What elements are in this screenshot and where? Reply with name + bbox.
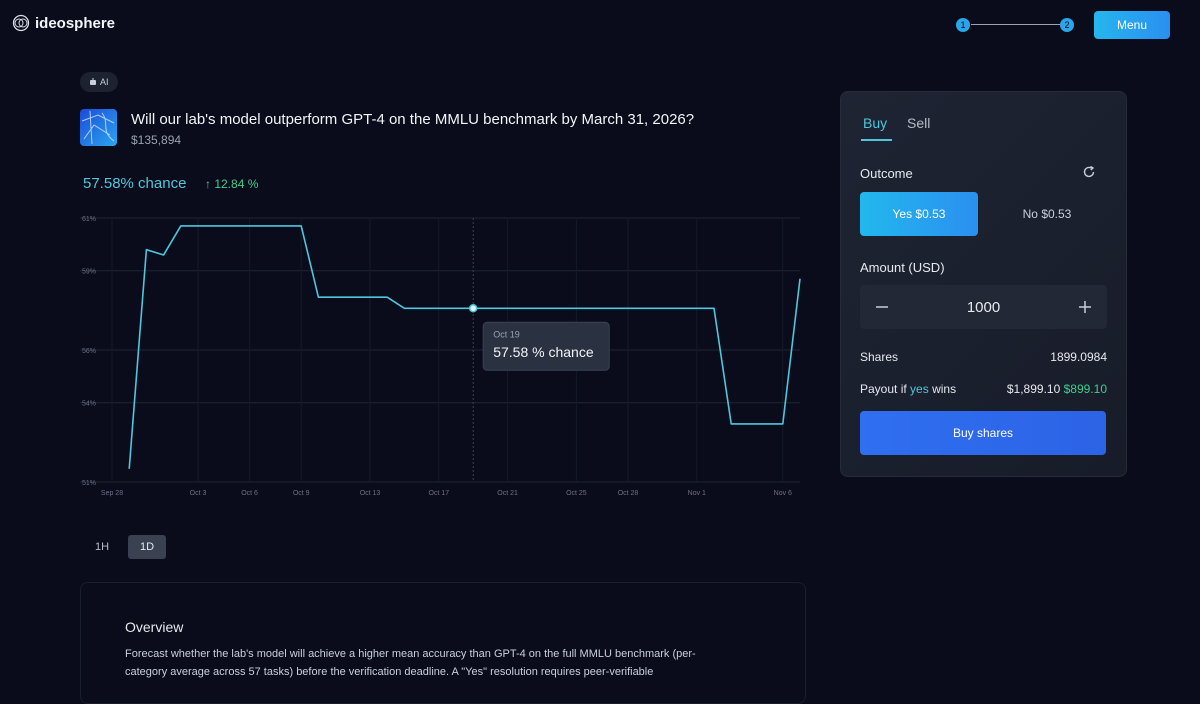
step[interactable]: 1 <box>956 18 970 32</box>
profit-value: $899.10 <box>1063 382 1107 396</box>
buy-shares-button[interactable]: Buy shares <box>860 411 1106 455</box>
no-button[interactable]: No $0.53 <box>1022 207 1072 221</box>
y-tick-label: 61% <box>82 216 96 223</box>
step[interactable]: 2 <box>1060 18 1074 32</box>
x-tick-label: Nov 6 <box>774 490 792 497</box>
amount-field[interactable]: 1000 <box>860 285 1107 329</box>
amount-label: Amount (USD) <box>860 260 945 275</box>
trade-panel: Buy Sell Outcome Yes $0.53 No $0.53 Amou… <box>840 91 1127 477</box>
y-tick-label: 54% <box>82 401 96 408</box>
overview-title: Overview <box>125 619 184 635</box>
payout-label-text: wins <box>932 382 957 396</box>
x-tick-label: Oct 25 <box>566 490 587 497</box>
payout-label: Payout if yes wins <box>860 382 956 396</box>
menu-button[interactable]: Menu <box>1094 11 1170 39</box>
step-line <box>971 24 1060 25</box>
payout-values: $1,899.10 $899.10 <box>1007 382 1107 396</box>
tag-label: AI <box>100 77 109 87</box>
y-tick-label: 51% <box>82 480 96 487</box>
brand[interactable]: ideosphere <box>12 14 115 32</box>
market-question: Will our lab's model outperform GPT-4 on… <box>131 111 695 128</box>
outcome-label: Outcome <box>860 166 913 181</box>
payout-value: $1,899.10 <box>1006 382 1061 396</box>
page: ideosphere 1 2 Menu AI Will our lab's mo… <box>12 11 1170 704</box>
x-tick-label: Oct 6 <box>241 490 258 497</box>
shares-value: 1899.0984 <box>1050 350 1107 364</box>
refresh-icon[interactable] <box>1082 165 1096 179</box>
tooltip-date: Oct 19 <box>493 330 520 340</box>
x-tick-label: Oct 21 <box>497 490 518 497</box>
market-change: ↑ 12.84 % <box>205 177 259 191</box>
market-icon <box>80 109 117 146</box>
price-line <box>128 225 801 469</box>
tag-icon <box>90 78 96 85</box>
overview-card: Overview Forecast whether the lab's mode… <box>80 582 806 704</box>
yes-button[interactable]: Yes $0.53 <box>860 192 978 236</box>
x-tick-label: Nov 1 <box>688 490 706 497</box>
payout-label-outcome: yes <box>910 382 929 396</box>
payout-label-text: Payout if <box>860 382 907 396</box>
overview-text: Forecast whether the lab's model will ac… <box>125 648 696 678</box>
decrement-button[interactable] <box>860 285 904 329</box>
plus-icon <box>1079 301 1091 313</box>
y-tick-label: 59% <box>82 269 96 276</box>
tooltip-box <box>482 321 610 371</box>
shares-label: Shares <box>860 350 899 364</box>
sell-tab[interactable]: Sell <box>907 115 931 131</box>
market-volume: $135,894 <box>131 133 182 147</box>
increment-button[interactable] <box>1063 285 1107 329</box>
x-tick-label: Oct 28 <box>618 490 639 497</box>
timeframe-button[interactable]: 1H <box>94 541 110 553</box>
price-chart: 61% 59% 56% 54% 51% Sep 28 Oct 3 Oct 6 Oct 9 Oct … <box>80 216 801 497</box>
brand-name: ideosphere <box>35 14 116 32</box>
tooltip: Oct 19 57.58 % chance <box>482 321 610 371</box>
tag[interactable]: AI <box>80 72 118 92</box>
market-chance: 57.58% chance <box>83 175 187 192</box>
tooltip-value: 57.58 % chance <box>493 344 594 360</box>
brand-logo <box>12 14 30 32</box>
market-icon-art <box>81 110 115 145</box>
buy-tab[interactable]: Buy <box>863 115 888 131</box>
y-tick-label: 56% <box>82 348 96 355</box>
x-tick-label: Oct 3 <box>190 490 207 497</box>
x-tick-label: Sep 28 <box>101 490 123 497</box>
tab-underline <box>861 139 892 141</box>
hover-point <box>468 304 478 313</box>
x-tick-label: Oct 9 <box>293 490 310 497</box>
amount-value[interactable]: 1000 <box>966 298 1001 316</box>
timeframe-button[interactable]: 1D <box>128 535 166 559</box>
x-tick-label: Oct 13 <box>360 490 381 497</box>
x-tick-label: Oct 17 <box>428 490 449 497</box>
minus-icon <box>876 306 888 308</box>
